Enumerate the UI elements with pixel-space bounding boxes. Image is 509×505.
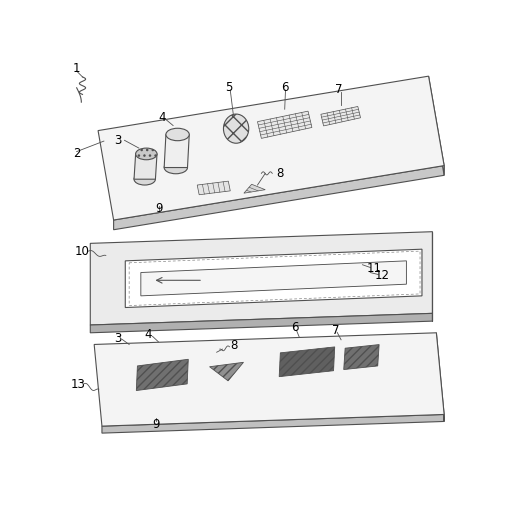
Polygon shape — [209, 362, 243, 381]
Ellipse shape — [135, 148, 157, 160]
Text: 11: 11 — [366, 262, 381, 275]
Text: 13: 13 — [70, 378, 85, 391]
Text: 7: 7 — [335, 83, 342, 96]
Text: 4: 4 — [158, 111, 165, 124]
Polygon shape — [94, 333, 443, 426]
Polygon shape — [102, 415, 443, 433]
Polygon shape — [320, 107, 360, 126]
Ellipse shape — [134, 173, 155, 185]
Text: 8: 8 — [230, 339, 237, 352]
Text: 9: 9 — [152, 418, 160, 431]
Ellipse shape — [165, 128, 189, 141]
Polygon shape — [243, 184, 265, 193]
Polygon shape — [436, 333, 443, 422]
Polygon shape — [140, 261, 406, 296]
Text: 1: 1 — [73, 62, 80, 75]
Polygon shape — [90, 313, 432, 333]
Text: 6: 6 — [291, 321, 298, 334]
Text: 3: 3 — [114, 134, 121, 147]
Polygon shape — [343, 344, 378, 370]
Polygon shape — [134, 154, 157, 179]
Polygon shape — [164, 134, 189, 168]
Text: 9: 9 — [155, 202, 163, 215]
Text: 5: 5 — [224, 81, 232, 94]
Polygon shape — [114, 166, 443, 230]
Polygon shape — [428, 76, 443, 175]
Polygon shape — [197, 181, 230, 195]
Text: 4: 4 — [145, 328, 152, 341]
Polygon shape — [257, 111, 312, 138]
Polygon shape — [98, 76, 443, 220]
Text: 2: 2 — [73, 147, 80, 161]
Polygon shape — [278, 347, 334, 377]
Ellipse shape — [223, 114, 248, 143]
Text: 7: 7 — [331, 324, 338, 336]
Text: 8: 8 — [276, 167, 283, 180]
Polygon shape — [90, 232, 432, 325]
Polygon shape — [125, 249, 421, 308]
Text: 10: 10 — [74, 244, 89, 258]
Text: 12: 12 — [374, 269, 389, 282]
Text: 6: 6 — [280, 81, 288, 94]
Ellipse shape — [164, 161, 187, 174]
Polygon shape — [136, 359, 188, 390]
Text: 3: 3 — [114, 332, 121, 345]
